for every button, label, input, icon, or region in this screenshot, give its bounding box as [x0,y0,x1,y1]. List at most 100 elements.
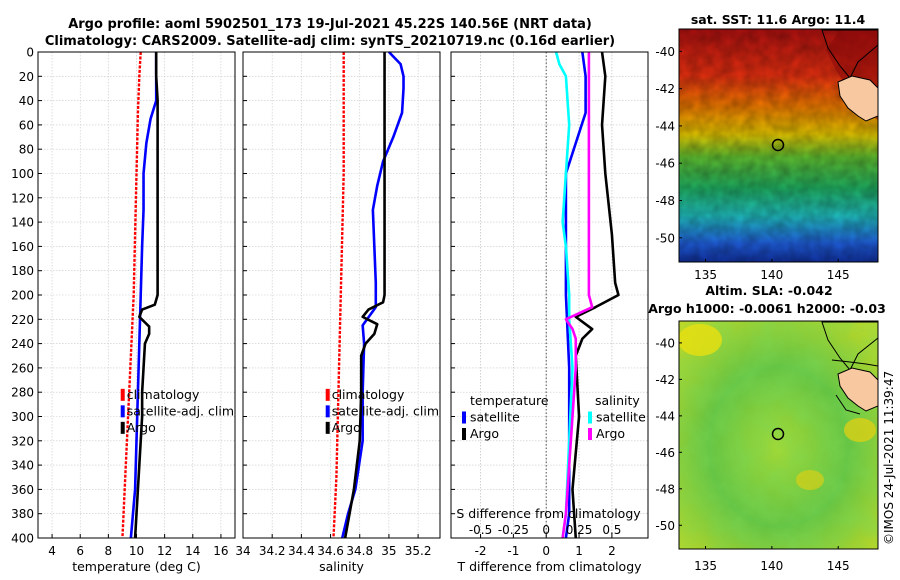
map-x-tick-label: 145 [827,559,850,573]
credit-text: ©IMOS 24-Jul-2021 11:39:47 [882,371,896,545]
figure-title-line2: Climatology: CARS2009. Satellite-adj cli… [45,34,615,49]
legend-label: satellite [596,410,646,425]
top-tick-label: 0.25 [566,523,593,537]
map-y-tick-label: -40 [655,336,675,350]
sst-coastline [821,29,878,79]
x-tick-label: 34 [235,544,250,558]
map-y-tick-label: -50 [655,231,675,245]
y-tick-label: 140 [11,216,34,230]
x-tick-label: 16 [213,544,228,558]
figure-title-line1: Argo profile: aoml 5902501_173 19-Jul-20… [68,17,592,32]
map-x-tick-label: 135 [694,268,717,282]
sst-map-frame [678,28,879,263]
series-line-argo [133,52,159,539]
map-y-tick-label: -44 [655,119,675,133]
top-tick-label: -0.25 [498,523,529,537]
series-line-s-argo [561,52,594,539]
map-y-tick-label: -48 [655,482,675,496]
sla-high-patch [679,324,722,356]
y-tick-label: 160 [11,240,34,254]
x-tick-label: 6 [76,544,84,558]
y-tick-label: 260 [11,361,34,375]
series-line-climatology [332,52,345,539]
series-line-s-satellite [554,51,574,539]
sla-map-title: Altim. SLA: -0.042 [705,283,832,298]
y-tick-label: 400 [11,532,34,546]
legend-label: climatology [332,387,405,402]
sla-tasmania [837,367,878,412]
sla-map-subtitle: Argo h1000: -0.0061 h2000: -0.03 [648,301,886,316]
y-tick-label: 20 [19,70,34,84]
sla-map: Altim. SLA: -0.042 Argo h1000: -0.0061 h… [648,283,886,573]
x-tick-label: 0 [542,544,550,558]
series-line-satellite-adj-clim [129,52,158,539]
x-tick-label: 35 [381,544,396,558]
y-tick-label: 120 [11,191,34,205]
top-tick-label: 0.5 [602,523,621,537]
sla-argo-marker [771,427,785,441]
x-tick-label: 10 [129,544,144,558]
map-x-tick-label: 140 [760,559,783,573]
map-y-tick-label: -48 [655,194,675,208]
x-axis-label: temperature (deg C) [72,559,201,574]
map-y-tick-label: -46 [655,157,675,171]
x-tick-label: -2 [475,544,487,558]
x-tick-label: 4 [48,544,56,558]
map-y-tick-label: -44 [655,409,675,423]
y-tick-label: 180 [11,264,34,278]
sst-argo-marker [771,138,785,152]
x-tick-label: 34.4 [288,544,315,558]
sst-map-title: sat. SST: 11.6 Argo: 11.4 [691,12,866,27]
salinity-panel: 34 34.2 34.4 34.6 34.8 35 35.2 salinity climatol… [235,51,441,574]
map-y-tick-label: -40 [655,45,675,59]
y-tick-label: 360 [11,483,34,497]
legend-title-temperature: temperature [470,393,549,408]
temperature-panel: 4 6 8 10 12 14 16 temperature (deg C) 0 20 40 60 80 1… [11,46,236,574]
sla-texture [679,321,878,549]
y-tick-label: 60 [19,118,34,132]
x-tick-label: 1 [575,544,583,558]
series-line-argo [343,52,386,539]
map-x-tick-label: 145 [827,268,850,282]
x-tick-label: 34.2 [259,544,286,558]
sst-map: sat. SST: 11.6 Argo: 11.4 135 140 145 -40 -4… [655,12,879,282]
y-tick-label: 220 [11,313,34,327]
y-tick-label: 380 [11,507,34,521]
legend-label: Argo [470,426,499,441]
y-tick-label: 340 [11,459,34,473]
sst-tasmania [837,75,878,122]
x-axis-label: T difference from climatology [456,559,642,574]
x-tick-label: 14 [185,544,200,558]
y-tick-label: 300 [11,410,34,424]
x-axis-label: salinity [319,559,364,574]
map-y-tick-label: -50 [655,519,675,533]
sla-high-patch-3 [796,470,824,490]
map-y-tick-label: -42 [655,82,675,96]
map-y-tick-label: -46 [655,446,675,460]
top-tick-label: -0.5 [469,523,492,537]
top-axis-label: S difference from climatology [456,506,641,521]
legend-label: climatology [127,387,200,402]
sla-map-frame [678,320,879,550]
y-tick-label: 40 [19,94,34,108]
x-tick-label: 34.6 [317,544,344,558]
legend-label: satellite-adj. clim [127,403,234,418]
sla-high-patch-2 [844,418,876,442]
map-x-tick-label: 135 [694,559,717,573]
difference-panel: -2 -1 0 1 2T difference from climatology S di… [450,51,649,574]
y-tick-label: 320 [11,434,34,448]
sla-isobath [831,359,878,415]
y-tick-label: 80 [19,143,34,157]
series-line-t-argo [571,51,620,539]
y-tick-label: 200 [11,289,34,303]
legend-title-salinity: salinity [595,393,640,408]
legend-label: Argo [127,420,156,435]
y-tick-label: 240 [11,337,34,351]
legend-label: Argo [596,426,625,441]
map-x-tick-label: 140 [760,268,783,282]
top-tick-label: 0 [542,523,550,537]
x-tick-label: 12 [157,544,172,558]
x-tick-label: 8 [105,544,113,558]
x-tick-label: 2 [608,544,616,558]
